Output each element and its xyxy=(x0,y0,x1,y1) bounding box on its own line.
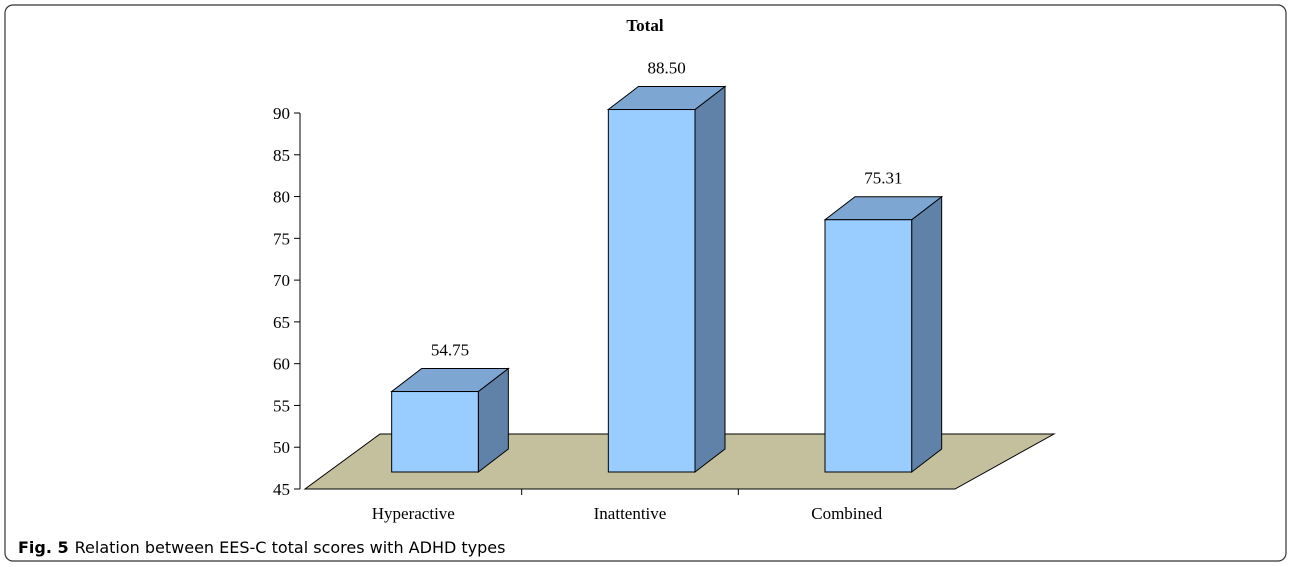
y-tick-label: 75 xyxy=(273,229,290,248)
bar-side xyxy=(694,85,726,474)
value-label: 88.50 xyxy=(648,59,686,78)
y-tick-label: 65 xyxy=(273,313,290,332)
y-tick-label: 80 xyxy=(273,188,290,207)
caption: Fig. 5 Relation between EES-C total score… xyxy=(18,538,505,557)
y-tick-label: 55 xyxy=(273,396,290,415)
x-tick-label: Hyperactive xyxy=(372,504,455,523)
value-label: 54.75 xyxy=(431,341,469,360)
y-tick-label: 90 xyxy=(273,104,290,123)
plot: 45 50 55 60 65 70 75 80 85 90 Hyperactive 54.75 Inat… xyxy=(273,59,1056,523)
bar xyxy=(607,109,696,473)
chart-title: Total xyxy=(626,16,663,35)
caption-text: Relation between EES-C total scores with… xyxy=(75,538,506,557)
bar xyxy=(824,219,913,473)
y-tick-label: 85 xyxy=(273,146,290,165)
y-tick-label: 60 xyxy=(273,355,290,374)
x-tick-label: Combined xyxy=(811,504,882,523)
caption-label: Fig. 5 xyxy=(18,538,69,557)
y-tick-label: 45 xyxy=(273,480,290,499)
value-label: 75.31 xyxy=(864,169,902,188)
x-tick-label: Inattentive xyxy=(594,504,667,523)
y-tick-label: 70 xyxy=(273,271,290,290)
bar xyxy=(391,391,479,473)
y-tick-label: 50 xyxy=(273,438,290,457)
bar-side xyxy=(911,195,943,474)
